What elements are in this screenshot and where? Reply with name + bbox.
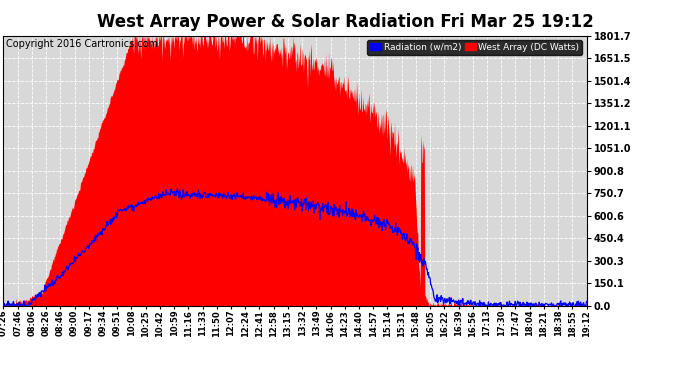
Text: Copyright 2016 Cartronics.com: Copyright 2016 Cartronics.com (6, 39, 157, 50)
Text: West Array Power & Solar Radiation Fri Mar 25 19:12: West Array Power & Solar Radiation Fri M… (97, 13, 593, 31)
Legend: Radiation (w/m2), West Array (DC Watts): Radiation (w/m2), West Array (DC Watts) (367, 40, 582, 54)
